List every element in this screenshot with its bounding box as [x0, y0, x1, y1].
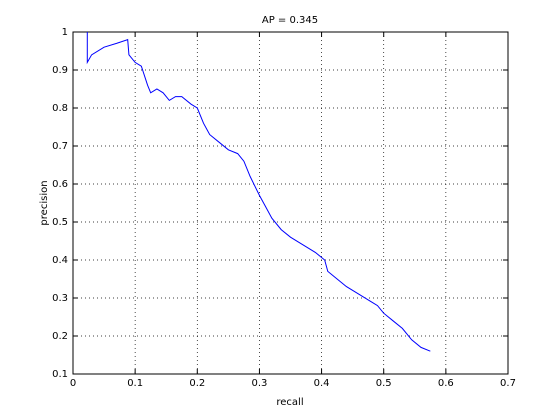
x-axis-label: recall — [276, 397, 303, 408]
y-tick-label: 0.9 — [52, 65, 68, 76]
y-tick-label: 0.8 — [52, 103, 68, 114]
y-tick-label: 0.2 — [52, 331, 68, 342]
y-tick-label: 0.6 — [52, 179, 68, 190]
y-tick-label: 1 — [62, 27, 68, 38]
x-tick-label: 0.1 — [127, 378, 143, 389]
y-tick-label: 0.3 — [52, 293, 68, 304]
y-tick-label: 0.1 — [52, 369, 68, 380]
x-tick-label: 0.4 — [314, 378, 330, 389]
plot-frame — [72, 31, 509, 375]
x-tick-label: 0 — [70, 378, 76, 389]
x-tick-label: 0.7 — [500, 378, 516, 389]
chart-title: AP = 0.345 — [262, 15, 318, 26]
x-tick-label: 0.6 — [438, 378, 454, 389]
x-tick-label: 0.3 — [251, 378, 267, 389]
x-tick-label: 0.2 — [189, 378, 205, 389]
y-tick-label: 0.4 — [52, 255, 68, 266]
x-tick-label: 0.5 — [376, 378, 392, 389]
y-tick-label: 0.5 — [52, 217, 68, 228]
y-axis-label: precision — [39, 180, 50, 225]
pr-curve — [86, 32, 431, 352]
y-tick-label: 0.7 — [52, 141, 68, 152]
